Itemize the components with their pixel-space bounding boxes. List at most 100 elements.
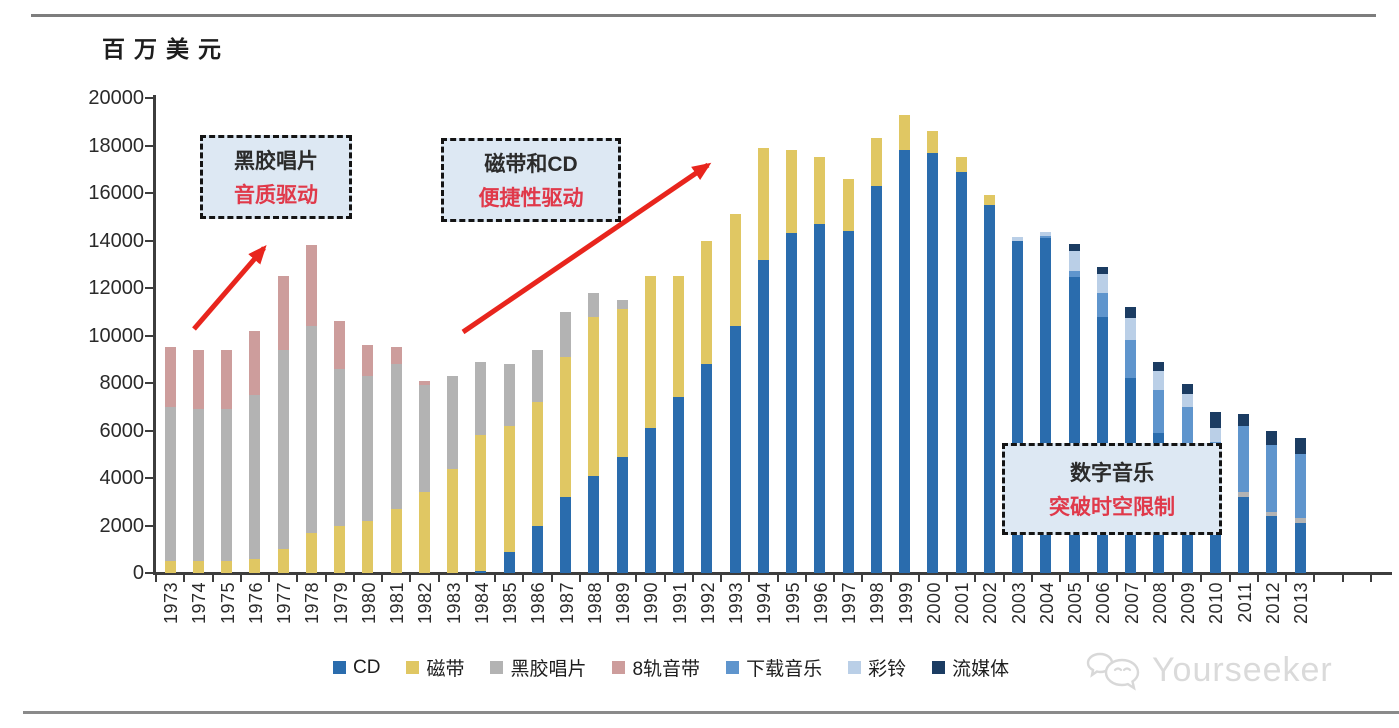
x-tick-9: [409, 575, 412, 582]
bar-segment-彩铃-2009: [1181, 393, 1193, 407]
bar-segment-磁带-1988: [588, 316, 600, 476]
y-tick-12000: [145, 287, 154, 289]
x-axis-label-2003: 2003: [1008, 582, 1029, 625]
bar-segment-黑胶唱片-1977: [277, 349, 289, 550]
x-axis-label-1973: 1973: [161, 582, 181, 625]
legend-swatch-磁带: [406, 661, 420, 674]
bar-segment-彩铃-2010: [1209, 428, 1221, 443]
bar-segment-磁带-1974: [192, 561, 204, 573]
x-axis-label-1981: 1981: [387, 582, 407, 625]
bar-segment-黑胶唱片-2011: [1238, 492, 1249, 497]
callout-cassette-cd: 磁带和CD 便捷性驱动: [441, 138, 621, 222]
x-tick-33: [1087, 575, 1090, 582]
bar-segment-流媒体-2007: [1125, 307, 1136, 318]
x-tick-25: [861, 575, 864, 582]
legend-label-彩铃: 彩铃: [868, 659, 907, 680]
bar-segment-下载音乐-2005: [1068, 271, 1080, 278]
bar-segment-彩铃-2004: [1040, 232, 1052, 236]
x-axis-label-1984: 1984: [471, 582, 492, 625]
bar-segment-CD-1988: [588, 475, 600, 573]
x-tick-39: [1256, 575, 1259, 582]
y-tick-2000: [145, 524, 154, 527]
bar-segment-磁带-1981: [390, 508, 402, 573]
bar-segment-8轨音带-1975: [221, 349, 232, 410]
x-tick-28: [946, 575, 948, 582]
bar-segment-磁带-1987: [560, 356, 571, 497]
bar-segment-磁带-1991: [673, 276, 684, 398]
y-tick-label-6000: 6000: [99, 419, 145, 442]
y-tick-label-20000: 20000: [88, 87, 144, 109]
bar-segment-CD-1993: [729, 326, 741, 573]
bar-segment-黑胶唱片-1989: [616, 299, 628, 310]
x-tick-18: [663, 575, 666, 582]
x-tick-36: [1172, 575, 1174, 582]
legend-swatch-流媒体: [932, 661, 946, 674]
watermark: Yourseeker: [1086, 646, 1333, 694]
x-tick-24: [833, 575, 835, 582]
legend-swatch-8轨音带: [612, 661, 626, 674]
x-tick-29: [974, 575, 977, 582]
x-axis-label-1993: 1993: [726, 582, 746, 625]
x-axis-label-1992: 1992: [697, 582, 718, 625]
bar-segment-磁带-2001: [955, 157, 967, 172]
bar-segment-CD-1986: [531, 525, 543, 573]
bar-segment-黑胶唱片-2013: [1294, 518, 1306, 524]
x-axis-label-1978: 1978: [302, 582, 323, 625]
bar-segment-下载音乐-2009: [1181, 406, 1193, 464]
x-tick-31: [1030, 575, 1033, 582]
bar-segment-下载音乐-2004: [1040, 235, 1052, 239]
x-tick-2: [211, 575, 214, 582]
legend-swatch-彩铃: [848, 661, 862, 674]
bar-segment-8轨音带-1980: [362, 345, 374, 376]
bar-segment-8轨音带-1974: [192, 349, 204, 410]
x-tick-10: [437, 575, 440, 582]
x-axis-label-2012: 2012: [1262, 582, 1283, 625]
bar-segment-CD-1992: [701, 364, 713, 573]
x-axis-label-2007: 2007: [1121, 582, 1142, 625]
legend-label-黑胶唱片: 黑胶唱片: [510, 659, 587, 680]
bar-segment-CD-2013: [1294, 523, 1306, 573]
bar-segment-CD-2004: [1040, 238, 1052, 573]
x-tick-26: [889, 575, 892, 582]
bar-segment-CD-1990: [644, 428, 656, 573]
x-axis-label-1991: 1991: [669, 582, 690, 625]
callout-digital-title: 数字音乐: [1070, 462, 1154, 485]
bar-segment-流媒体-2009: [1181, 384, 1193, 394]
legend-label-磁带: 磁带: [426, 659, 465, 680]
bar-segment-黑胶唱片-1986: [531, 349, 543, 402]
y-tick-14000: [145, 239, 154, 242]
bar-segment-黑胶唱片-1987: [560, 311, 571, 357]
x-axis-label-1996: 1996: [810, 582, 831, 625]
x-tick-11: [465, 575, 468, 582]
y-tick-10000: [145, 334, 154, 337]
x-tick-7: [352, 575, 355, 582]
x-axis-label-1975: 1975: [217, 582, 238, 625]
x-axis-label-1994: 1994: [754, 582, 775, 625]
bar-segment-磁带-1978: [305, 532, 317, 573]
bar-segment-流媒体-2008: [1153, 361, 1165, 372]
x-tick-12: [494, 575, 496, 582]
bar-segment-8轨音带-1973: [164, 347, 176, 407]
x-tick-14: [550, 575, 553, 582]
x-axis-label-1997: 1997: [839, 582, 859, 625]
x-axis-label-2008: 2008: [1149, 582, 1170, 625]
y-tick-20000: [145, 97, 154, 99]
bar-segment-CD-2003: [1012, 240, 1023, 573]
bar-segment-磁带-2000: [927, 131, 939, 153]
callout-vinyl-subtitle: 音质驱动: [234, 184, 318, 207]
x-tick-32: [1059, 575, 1061, 582]
bar-segment-黑胶唱片-1973: [164, 406, 176, 562]
bar-segment-磁带-1989: [616, 309, 628, 457]
bar-segment-CD-1985: [503, 551, 515, 573]
x-axis-label-1999: 1999: [895, 582, 916, 625]
top-divider: [31, 14, 1376, 17]
bar-segment-CD-1998: [870, 185, 882, 573]
bar-segment-下载音乐-2013: [1294, 454, 1306, 519]
bar-segment-CD-1994: [757, 259, 769, 573]
y-tick-16000: [145, 192, 154, 194]
x-tick-23: [804, 575, 807, 582]
x-tick-0: [155, 575, 157, 582]
x-tick-6: [324, 575, 327, 582]
x-tick-21: [748, 575, 751, 582]
